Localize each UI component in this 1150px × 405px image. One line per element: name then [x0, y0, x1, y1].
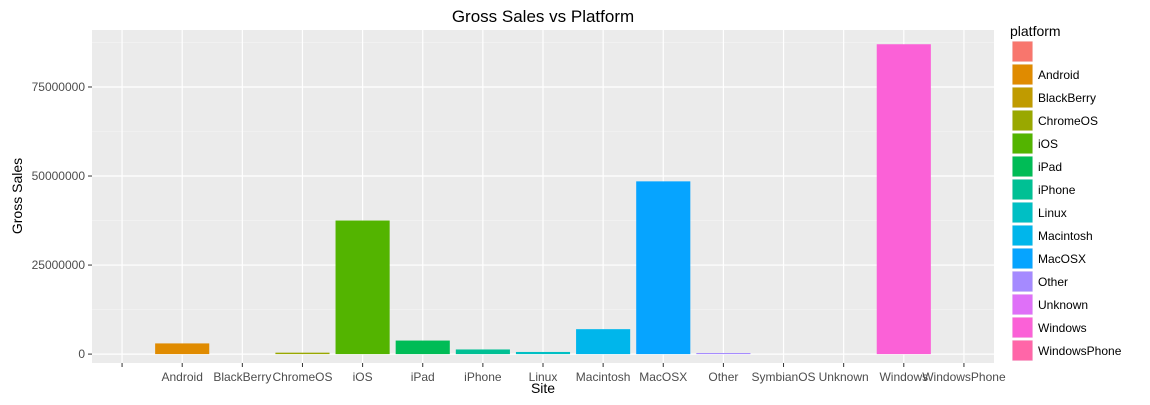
- legend-swatch: [1012, 41, 1033, 62]
- y-tick-label: 25000000: [32, 258, 86, 272]
- bar-ipad: [395, 340, 450, 355]
- x-tick-label: BlackBerry: [213, 370, 271, 384]
- legend-label: Linux: [1038, 206, 1067, 220]
- legend-label: Unknown: [1038, 298, 1088, 312]
- bar-linux: [515, 351, 571, 355]
- legend-swatch: [1012, 64, 1033, 85]
- y-tick-label: 75000000: [32, 80, 86, 94]
- bar-chromeos: [275, 352, 330, 355]
- x-tick-label: MacOSX: [639, 370, 687, 384]
- x-tick-label: Unknown: [819, 370, 869, 384]
- legend-swatch: [1012, 156, 1033, 177]
- legend-label: Macintosh: [1038, 229, 1093, 243]
- bar-other: [696, 353, 751, 355]
- x-tick-label: Linux: [529, 370, 558, 384]
- legend-swatch: [1012, 271, 1033, 292]
- legend: Android BlackBerry ChromeOS iOS iPad iPhone Li…: [1012, 41, 1122, 361]
- x-axis-title: Site: [531, 380, 555, 396]
- bar-macosx: [636, 181, 691, 355]
- y-tick-label: 0: [78, 347, 85, 361]
- bar-macintosh: [576, 329, 631, 355]
- legend-swatch: [1012, 248, 1033, 269]
- x-tick-label: Windows: [879, 370, 928, 384]
- y-axis-title: Gross Sales: [9, 158, 25, 234]
- x-tick-label: iPad: [411, 370, 435, 384]
- legend-label: iPad: [1038, 160, 1062, 174]
- x-tick-label: Other: [708, 370, 738, 384]
- legend-swatch: [1012, 202, 1033, 223]
- legend-label: ChromeOS: [1038, 114, 1098, 128]
- y-tick-label: 50000000: [32, 169, 86, 183]
- bars: [155, 44, 931, 355]
- legend-label: MacOSX: [1038, 252, 1086, 266]
- legend-swatch: [1012, 110, 1033, 131]
- x-tick-label: Android: [162, 370, 203, 384]
- legend-label: Windows: [1038, 321, 1087, 335]
- legend-swatch: [1012, 317, 1033, 338]
- legend-swatch: [1012, 340, 1033, 361]
- x-tick-label: Macintosh: [576, 370, 631, 384]
- legend-label: Other: [1038, 275, 1068, 289]
- bar-windows: [876, 44, 931, 355]
- legend-label: BlackBerry: [1038, 91, 1096, 105]
- x-tick-label: WindowsPhone: [922, 370, 1006, 384]
- legend-swatch: [1012, 225, 1033, 246]
- legend-label: iOS: [1038, 137, 1058, 151]
- legend-label: WindowsPhone: [1038, 344, 1122, 358]
- legend-swatch: [1012, 179, 1033, 200]
- y-axis-ticks: 0 25000000 50000000 75000000: [32, 80, 92, 361]
- legend-title: platform: [1010, 23, 1061, 39]
- x-tick-label: SymbianOS: [752, 370, 816, 384]
- legend-label: Android: [1038, 68, 1079, 82]
- chart-title: Gross Sales vs Platform: [452, 7, 634, 26]
- bar-ios: [335, 220, 390, 355]
- x-tick-label: iOS: [353, 370, 373, 384]
- legend-swatch: [1012, 133, 1033, 154]
- bar-iphone: [455, 349, 510, 355]
- legend-swatch: [1012, 294, 1033, 315]
- x-tick-label: iPhone: [464, 370, 502, 384]
- x-tick-label: ChromeOS: [272, 370, 332, 384]
- x-axis-ticks: Android BlackBerry ChromeOS iOS iPad iPhone Li…: [121, 363, 1006, 384]
- legend-label: iPhone: [1038, 183, 1076, 197]
- bar-android: [155, 343, 210, 355]
- legend-swatch: [1012, 87, 1033, 108]
